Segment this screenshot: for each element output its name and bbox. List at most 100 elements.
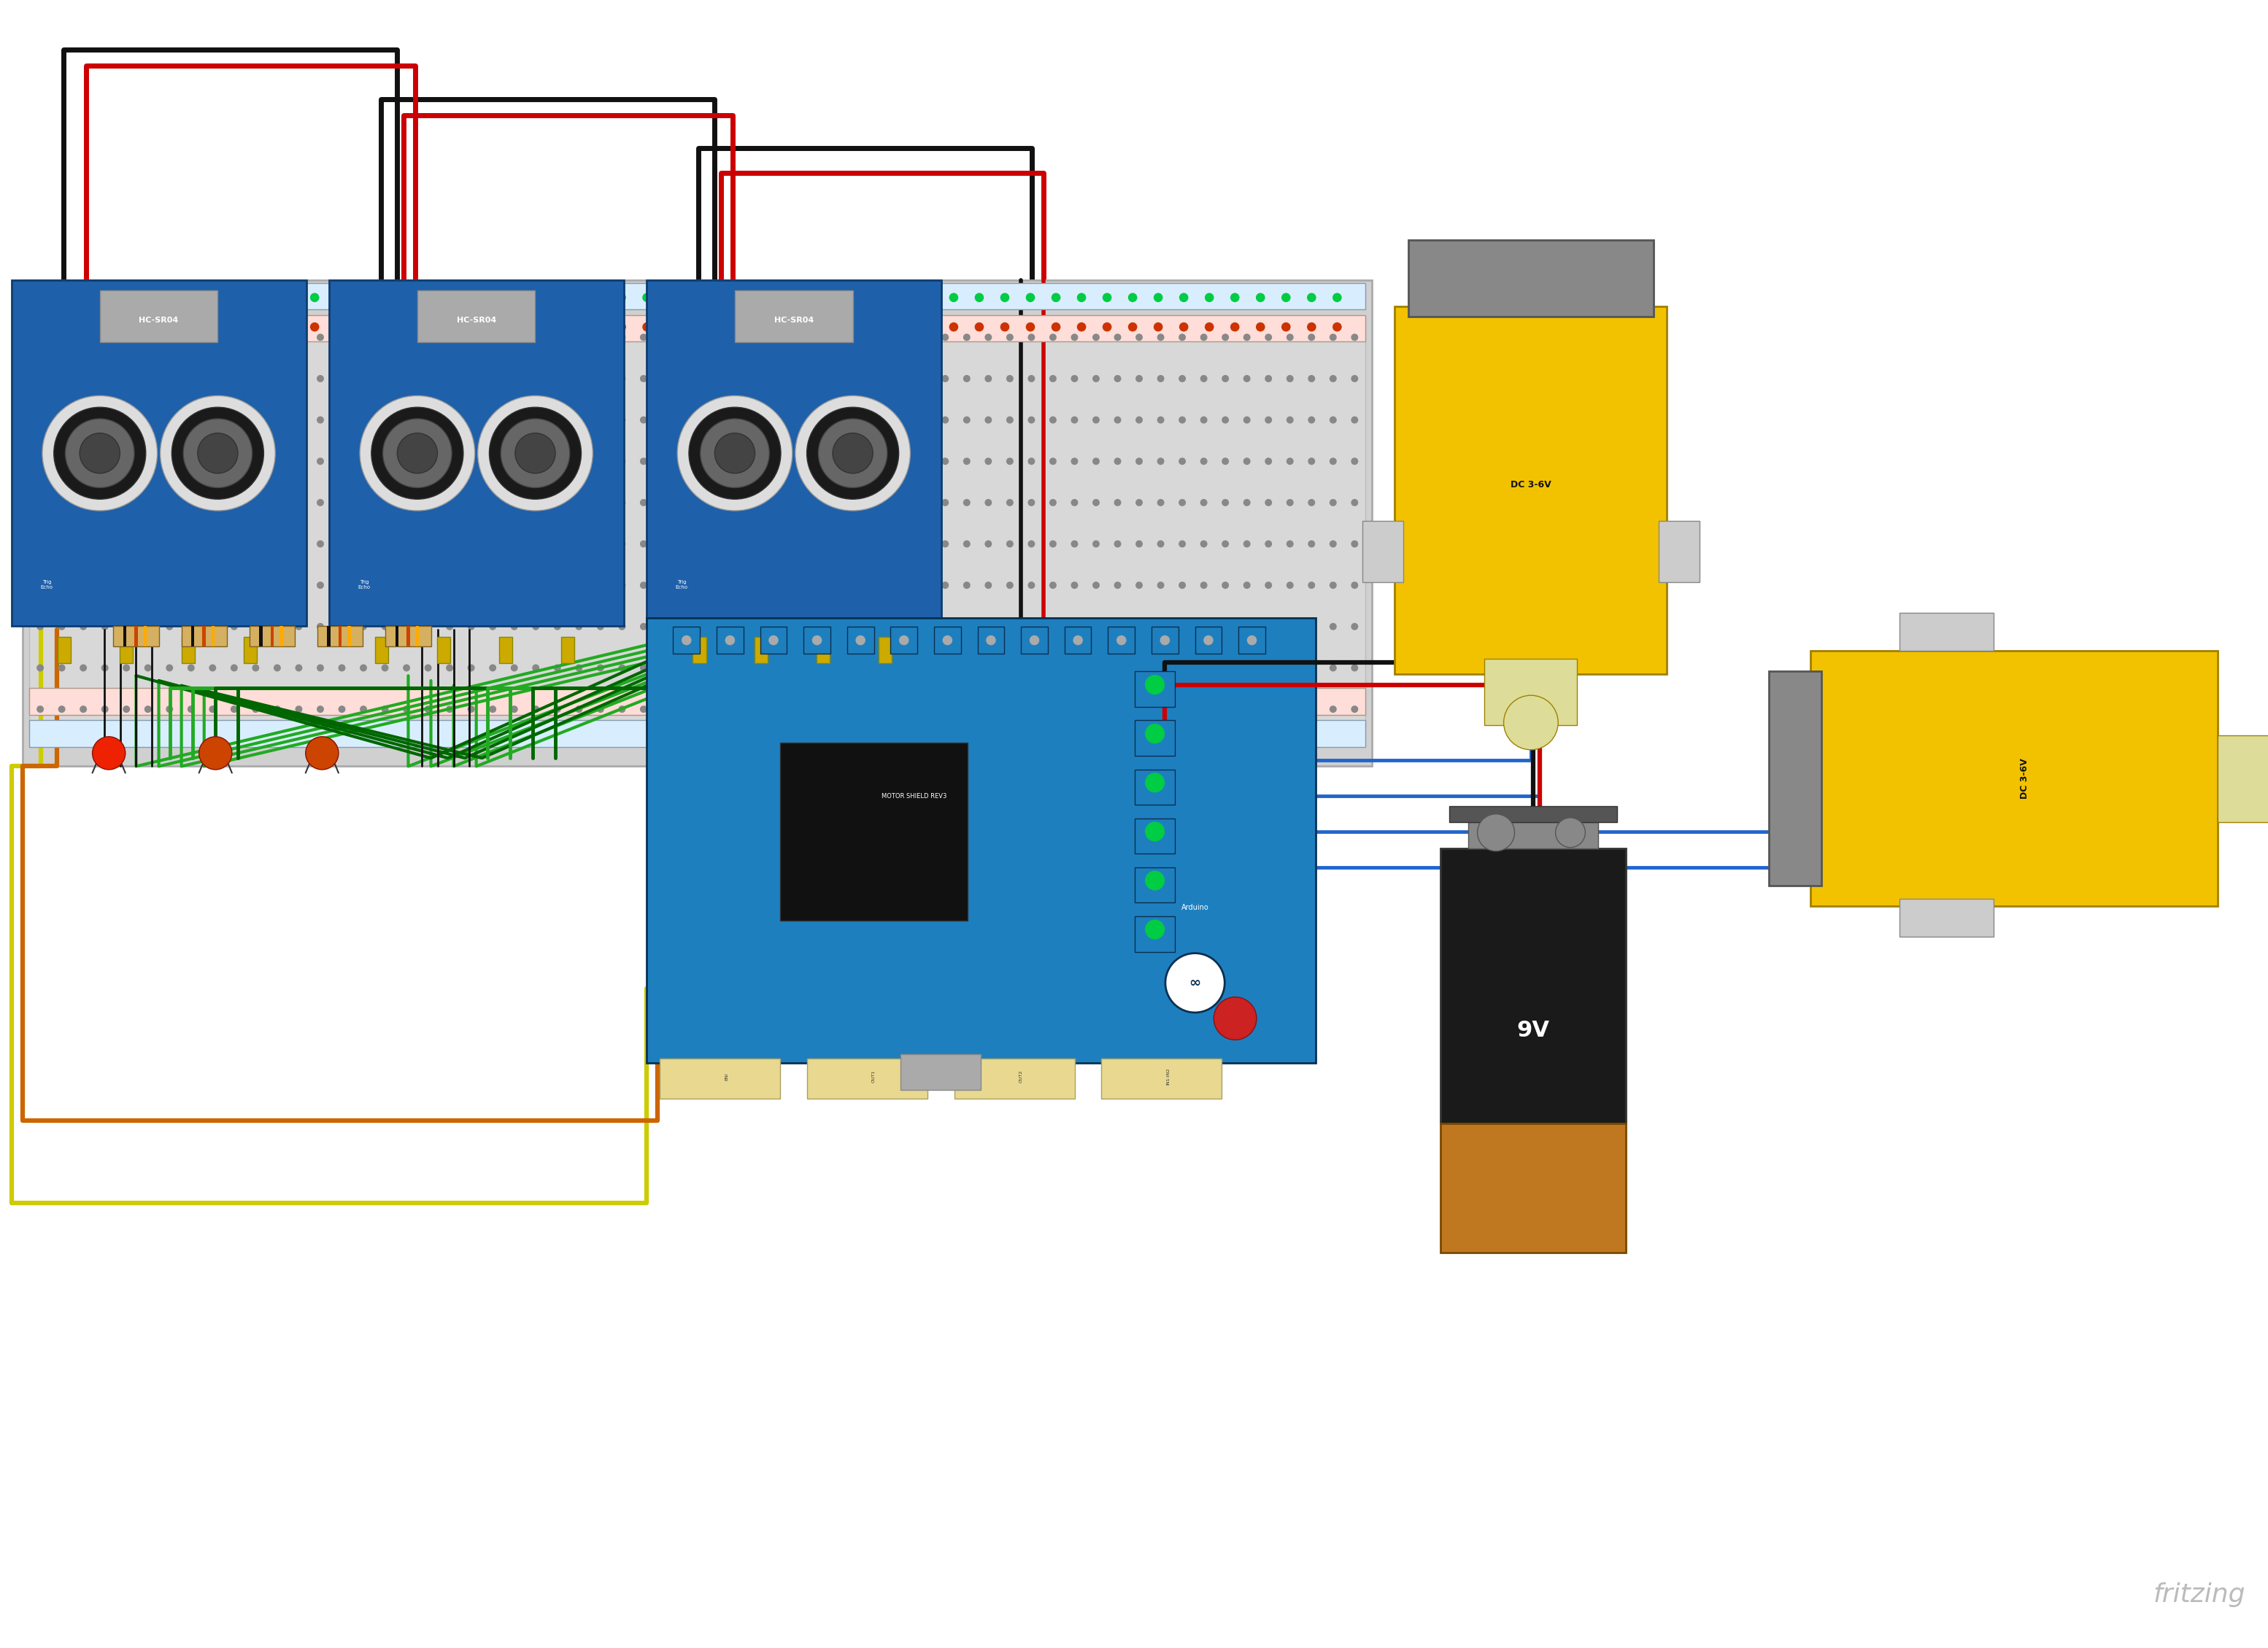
Circle shape: [381, 541, 388, 547]
Circle shape: [1093, 623, 1100, 630]
Text: Arduino: Arduino: [1182, 903, 1209, 911]
Circle shape: [107, 293, 116, 302]
Bar: [29, 283, 1365, 310]
Circle shape: [36, 664, 43, 671]
Circle shape: [726, 541, 733, 547]
Circle shape: [1179, 623, 1186, 630]
Circle shape: [1329, 458, 1336, 465]
Circle shape: [726, 634, 735, 644]
Circle shape: [234, 323, 243, 331]
Circle shape: [132, 323, 141, 331]
Bar: [848, 626, 873, 654]
Circle shape: [1116, 634, 1127, 644]
Bar: [249, 626, 295, 646]
Circle shape: [1077, 323, 1086, 331]
Circle shape: [683, 541, 689, 547]
Text: HC-SR04: HC-SR04: [456, 316, 497, 323]
Circle shape: [1007, 623, 1014, 630]
Circle shape: [878, 458, 885, 465]
Circle shape: [1093, 417, 1100, 424]
Circle shape: [102, 499, 109, 506]
Circle shape: [166, 417, 172, 424]
Circle shape: [338, 499, 345, 506]
Circle shape: [726, 417, 733, 424]
Bar: [1901, 613, 1994, 651]
Circle shape: [361, 333, 367, 341]
Circle shape: [274, 458, 281, 465]
Circle shape: [812, 705, 819, 714]
Circle shape: [252, 333, 259, 341]
Circle shape: [404, 582, 411, 588]
Circle shape: [984, 623, 991, 630]
Circle shape: [1229, 323, 1241, 331]
Circle shape: [792, 664, 798, 671]
Circle shape: [388, 293, 397, 302]
Bar: [1134, 817, 1175, 854]
Circle shape: [941, 541, 948, 547]
Circle shape: [898, 705, 905, 714]
Circle shape: [1030, 634, 1039, 644]
Circle shape: [964, 376, 971, 382]
Circle shape: [662, 376, 669, 382]
Circle shape: [941, 458, 948, 465]
Circle shape: [898, 499, 905, 506]
Circle shape: [145, 499, 152, 506]
Circle shape: [413, 293, 422, 302]
Bar: [900, 1055, 980, 1089]
Circle shape: [318, 664, 324, 671]
Circle shape: [964, 417, 971, 424]
Circle shape: [984, 458, 991, 465]
Text: MOTOR SHIELD REV3: MOTOR SHIELD REV3: [882, 793, 946, 799]
Text: ∞: ∞: [1188, 976, 1202, 990]
Bar: [1395, 307, 1667, 674]
Circle shape: [975, 293, 984, 302]
Circle shape: [122, 376, 129, 382]
Circle shape: [381, 333, 388, 341]
Circle shape: [231, 623, 238, 630]
Circle shape: [284, 293, 295, 302]
Circle shape: [447, 499, 454, 506]
Circle shape: [878, 705, 885, 714]
Circle shape: [447, 541, 454, 547]
Circle shape: [490, 458, 497, 465]
Circle shape: [1286, 499, 1293, 506]
Circle shape: [1154, 323, 1163, 331]
Bar: [1064, 626, 1091, 654]
Circle shape: [769, 664, 776, 671]
Circle shape: [1222, 623, 1229, 630]
Circle shape: [107, 323, 116, 331]
Circle shape: [719, 323, 728, 331]
Circle shape: [812, 541, 819, 547]
Circle shape: [1027, 376, 1034, 382]
Circle shape: [619, 499, 626, 506]
Circle shape: [984, 333, 991, 341]
Circle shape: [36, 705, 43, 714]
Bar: [29, 689, 1365, 715]
Circle shape: [274, 582, 281, 588]
Circle shape: [921, 541, 928, 547]
Circle shape: [490, 582, 497, 588]
Circle shape: [855, 541, 862, 547]
Circle shape: [122, 417, 129, 424]
Circle shape: [812, 623, 819, 630]
Circle shape: [553, 582, 560, 588]
Circle shape: [1025, 293, 1034, 302]
Circle shape: [361, 499, 367, 506]
Circle shape: [188, 582, 195, 588]
Circle shape: [683, 333, 689, 341]
Circle shape: [921, 417, 928, 424]
Circle shape: [984, 499, 991, 506]
Circle shape: [1007, 417, 1014, 424]
Circle shape: [769, 705, 776, 714]
Circle shape: [769, 634, 778, 644]
Circle shape: [835, 499, 841, 506]
Circle shape: [873, 293, 882, 302]
Circle shape: [1266, 541, 1272, 547]
Circle shape: [792, 582, 798, 588]
Circle shape: [771, 323, 780, 331]
Circle shape: [1025, 323, 1034, 331]
Circle shape: [1093, 582, 1100, 588]
Circle shape: [744, 293, 753, 302]
Circle shape: [447, 458, 454, 465]
Circle shape: [79, 333, 86, 341]
